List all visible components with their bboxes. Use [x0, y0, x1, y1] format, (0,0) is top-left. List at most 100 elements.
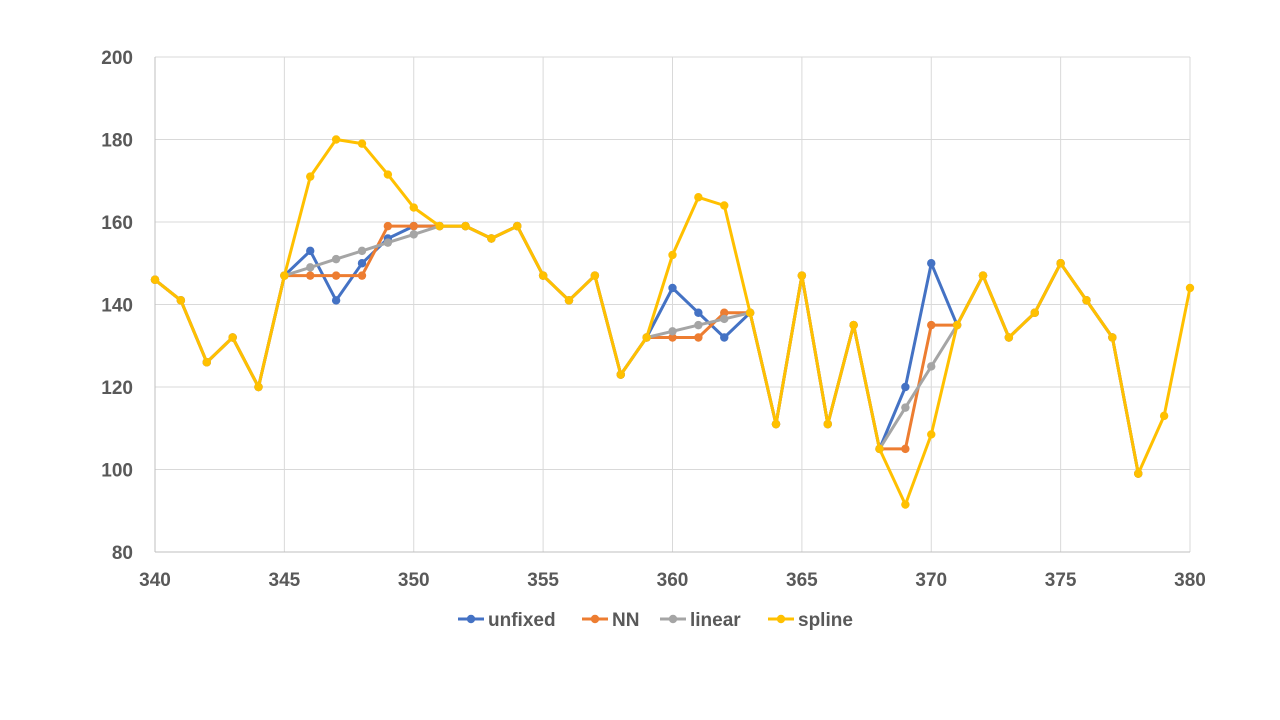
- data-point: [383, 221, 393, 231]
- series-line: [153, 224, 1140, 476]
- data-point: [357, 259, 367, 268]
- y-tick-label: 120: [101, 378, 133, 399]
- x-tick-label: 375: [1045, 570, 1077, 591]
- data-point: [409, 221, 418, 231]
- data-point: [901, 444, 910, 454]
- x-tick-label: 355: [527, 570, 559, 591]
- legend-item-unfixed: unfixed: [458, 610, 556, 631]
- data-point: [331, 296, 341, 305]
- legend-marker: [668, 614, 678, 624]
- data-point: [357, 246, 367, 256]
- data-point: [357, 139, 367, 148]
- data-point: [1185, 283, 1195, 293]
- legend-label: spline: [798, 610, 853, 631]
- data-point: [668, 250, 677, 260]
- data-point: [1030, 308, 1039, 317]
- legend-label: unfixed: [488, 610, 556, 631]
- x-tick-label: 350: [398, 570, 430, 591]
- legend-label: NN: [612, 610, 639, 631]
- data-point: [927, 259, 936, 268]
- data-point: [1082, 296, 1091, 305]
- y-tick-label: 200: [101, 48, 133, 69]
- data-point: [927, 320, 936, 330]
- series-line: [153, 224, 1140, 476]
- x-tick-label: 380: [1174, 570, 1206, 591]
- data-point: [306, 271, 315, 280]
- data-point: [694, 320, 703, 330]
- y-tick-label: 180: [101, 131, 133, 152]
- data-point: [357, 271, 367, 280]
- legend-label: linear: [690, 610, 741, 631]
- x-tick-label: 360: [657, 570, 689, 591]
- data-point: [280, 271, 289, 280]
- y-tick-label: 160: [101, 213, 133, 234]
- axes: [154, 57, 1190, 553]
- data-point: [849, 320, 858, 330]
- data-point: [538, 271, 548, 280]
- gridlines: [155, 56, 1191, 552]
- data-point: [694, 333, 703, 342]
- data-point: [901, 382, 910, 392]
- data-point: [590, 271, 600, 280]
- data-point: [228, 333, 237, 342]
- data-point: [616, 370, 625, 379]
- data-point: [306, 246, 315, 256]
- data-point: [150, 275, 160, 284]
- data-point: [927, 362, 936, 371]
- data-point: [720, 333, 729, 342]
- x-tick-label: 345: [269, 570, 301, 591]
- series-unfixed: [150, 221, 1143, 478]
- data-point: [254, 382, 263, 392]
- data-point: [1004, 333, 1014, 342]
- legend-item-spline: spline: [768, 610, 853, 631]
- x-tick-label: 370: [915, 570, 947, 591]
- tick-labels: 80 100 120 140 160 180 200 340 345 350 355 360 365 37…: [101, 48, 1206, 591]
- data-point: [642, 333, 651, 342]
- data-point: [668, 327, 677, 336]
- data-point: [1159, 411, 1169, 421]
- data-point: [409, 203, 418, 212]
- data-point: [978, 271, 988, 280]
- data-point: [875, 444, 884, 454]
- legend-item-nn: NN: [582, 610, 639, 631]
- data-point: [331, 254, 341, 264]
- data-point: [668, 333, 677, 342]
- data-point: [176, 296, 186, 305]
- x-tick-label: 365: [786, 570, 818, 591]
- data-point: [668, 283, 677, 293]
- data-point: [720, 308, 729, 317]
- data-point: [771, 419, 781, 429]
- y-tick-label: 80: [112, 543, 133, 564]
- data-point: [306, 263, 315, 272]
- legend-marker: [590, 614, 600, 624]
- y-tick-label: 140: [101, 296, 133, 317]
- data-point: [1134, 469, 1143, 478]
- series-group: [150, 135, 1195, 509]
- data-point: [331, 135, 341, 144]
- legend-marker: [776, 614, 786, 624]
- legend-marker: [466, 614, 476, 624]
- data-point: [745, 308, 755, 317]
- data-point: [720, 201, 729, 210]
- data-point: [952, 320, 962, 330]
- x-tick-label: 340: [139, 570, 171, 591]
- data-point: [901, 500, 910, 509]
- data-point: [202, 358, 211, 367]
- data-point: [306, 172, 315, 181]
- data-point: [1056, 259, 1065, 268]
- data-point: [901, 403, 910, 412]
- data-point: [1108, 333, 1117, 342]
- data-point: [564, 296, 574, 305]
- data-point: [383, 170, 393, 179]
- y-tick-label: 100: [101, 461, 133, 482]
- legend: unfixed NN linear spline: [458, 610, 853, 631]
- data-point: [331, 271, 341, 280]
- data-point: [487, 234, 496, 243]
- series-line: [153, 224, 1140, 476]
- data-point: [797, 271, 807, 280]
- data-point: [694, 308, 703, 317]
- data-point: [513, 221, 522, 231]
- series-spline: [150, 135, 1195, 509]
- data-point: [461, 221, 470, 231]
